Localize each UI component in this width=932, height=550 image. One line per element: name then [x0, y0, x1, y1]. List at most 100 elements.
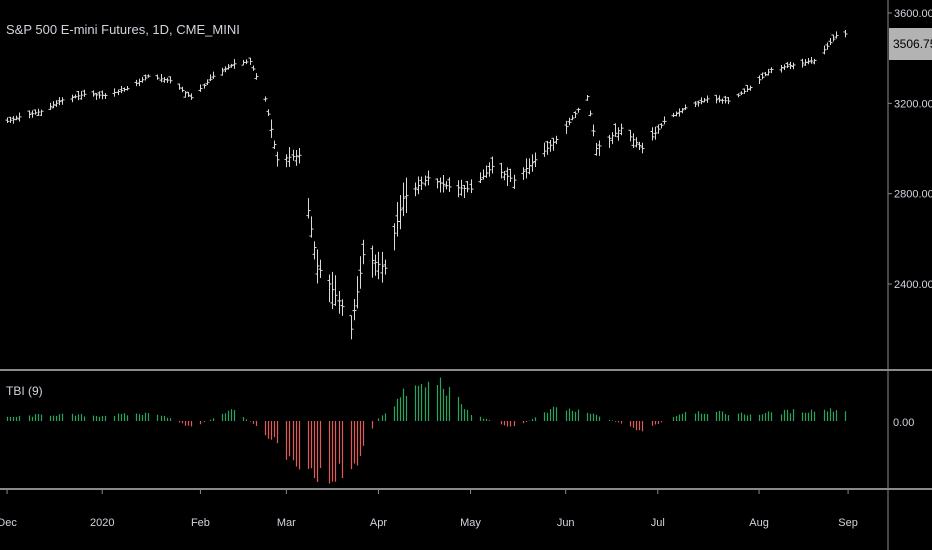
- price-bar: [831, 34, 836, 42]
- price-bar: [739, 91, 744, 96]
- time-tick-label: Jul: [651, 517, 665, 529]
- price-bar: [5, 117, 10, 124]
- price-tick-label: 3200.00: [894, 98, 932, 110]
- price-bar: [380, 251, 385, 283]
- price-bar: [478, 172, 483, 184]
- price-bar: [490, 156, 495, 174]
- price-bar: [27, 110, 32, 119]
- price-bar: [159, 73, 164, 83]
- price-bar: [392, 223, 397, 251]
- price-bar: [248, 57, 253, 65]
- time-axis[interactable]: Dec 2020 Feb Mar Apr May Jun Jul Aug Sep: [0, 489, 858, 529]
- price-bar: [680, 108, 685, 114]
- price-bar: [294, 150, 299, 166]
- price-bar: [545, 140, 550, 155]
- price-bar: [383, 259, 388, 275]
- price-bar: [576, 107, 581, 113]
- price-bar: [57, 97, 62, 106]
- price-bar: [806, 58, 811, 65]
- price-bar: [352, 299, 357, 321]
- price-bar: [168, 76, 173, 84]
- price-bar: [551, 137, 556, 151]
- price-bar: [186, 91, 191, 97]
- price-bar: [696, 100, 701, 107]
- indicator-title[interactable]: TBI (9): [6, 384, 43, 398]
- price-bar: [39, 109, 44, 116]
- price-bar: [272, 140, 277, 149]
- price-bar: [291, 149, 296, 161]
- price-bar: [447, 177, 452, 192]
- price-bar: [825, 42, 830, 50]
- price-bar: [834, 31, 839, 39]
- price-bar: [125, 85, 130, 91]
- price-bar: [333, 275, 338, 306]
- price-bar: [809, 57, 814, 64]
- price-bar: [610, 132, 615, 145]
- price-bar: [567, 117, 572, 126]
- time-tick-label: Mar: [277, 517, 296, 529]
- price-bar: [119, 85, 124, 94]
- price-bar: [677, 108, 682, 117]
- price-bar: [398, 194, 403, 230]
- price-bar: [143, 74, 148, 81]
- price-bar: [330, 271, 335, 310]
- price-bar: [508, 168, 513, 183]
- last-price-tag-bg: [889, 28, 932, 60]
- price-bar: [116, 89, 121, 96]
- price-bar: [51, 101, 56, 109]
- price-bar: [717, 95, 722, 103]
- price-bar: [656, 124, 661, 134]
- price-bar: [748, 85, 753, 91]
- price-bar: [33, 109, 38, 115]
- price-bar: [736, 93, 741, 98]
- price-bar: [401, 182, 406, 217]
- price-bar: [97, 91, 102, 99]
- price-bar: [73, 94, 78, 99]
- price-bar: [745, 84, 750, 92]
- price-bar: [591, 124, 596, 137]
- price-bar: [376, 251, 381, 280]
- price-bar: [512, 174, 517, 190]
- price-bar: [416, 176, 421, 195]
- price-bar: [779, 65, 784, 73]
- price-bar: [499, 162, 504, 179]
- price-bar: [723, 95, 728, 104]
- price-bar: [726, 97, 731, 105]
- price-bar: [763, 72, 768, 77]
- price-bar: [423, 175, 428, 187]
- price-bar: [48, 102, 53, 110]
- price-bar: [481, 169, 486, 180]
- price-bar: [349, 315, 354, 340]
- price-bar: [76, 90, 81, 101]
- price-bar: [564, 120, 569, 134]
- symbol-title[interactable]: S&P 500 E-mini Futures, 1D, CME_MINI: [6, 22, 240, 37]
- price-bar: [340, 299, 345, 316]
- price-bar: [306, 198, 311, 219]
- price-bar: [822, 45, 827, 55]
- price-axis[interactable]: 3600.00 3200.00 2800.00 2400.00: [888, 8, 932, 291]
- price-bar: [640, 142, 645, 154]
- price-bar: [337, 291, 342, 314]
- price-bar: [628, 129, 633, 142]
- price-bar: [140, 76, 145, 83]
- price-bar: [404, 177, 409, 214]
- price-bar: [419, 176, 424, 191]
- price-bar: [502, 171, 507, 181]
- price-bar: [659, 123, 664, 129]
- price-bar: [370, 245, 375, 278]
- time-tick-label: May: [460, 517, 481, 529]
- price-bar: [263, 96, 268, 102]
- time-tick-label: Apr: [370, 517, 387, 529]
- price-bar: [699, 97, 704, 105]
- price-bar: [760, 72, 765, 80]
- price-bar: [769, 67, 774, 74]
- price-bar: [785, 62, 790, 69]
- price-bar: [70, 94, 75, 103]
- price-tick-label: 3600.00: [894, 8, 932, 20]
- price-tick-label: 2400.00: [894, 279, 932, 291]
- price-bar: [226, 64, 231, 70]
- price-bar: [36, 108, 41, 116]
- price-bar: [251, 65, 256, 71]
- price-bar: [232, 59, 237, 69]
